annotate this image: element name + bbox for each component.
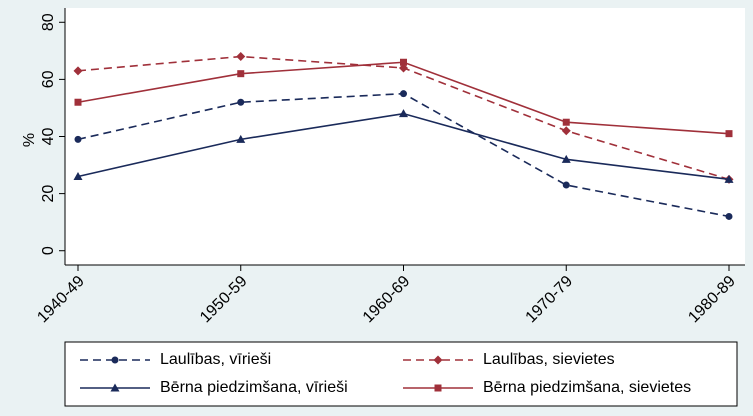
point (561, 154, 571, 163)
point (724, 174, 734, 183)
legend-label: Bērna piedzimšana, vīrieši (160, 379, 348, 396)
legend-label: Laulības, vīrieši (160, 351, 271, 368)
y-tick-label: 80 (40, 13, 57, 31)
plot-area (65, 8, 745, 265)
x-tick-label: 1970-79 (523, 273, 577, 327)
point (237, 98, 245, 106)
x-tick-label: 1980-89 (685, 273, 739, 327)
point (562, 118, 570, 126)
x-tick-label: 1960-69 (360, 273, 414, 327)
x-tick-label: 1940-49 (34, 273, 88, 327)
point (400, 90, 407, 98)
point (725, 130, 733, 138)
y-tick-label: 20 (40, 185, 57, 203)
legend (64, 341, 738, 407)
y-tick-label: 40 (40, 128, 57, 146)
legend-label: Bērna piedzimšana, sievietes (483, 379, 691, 396)
x-tick-label: 1950-59 (197, 273, 251, 327)
point (74, 98, 82, 106)
y-tick-label: 60 (40, 70, 57, 88)
point (399, 109, 408, 118)
legend-marker (434, 384, 442, 392)
legend-label: Laulības, sievietes (483, 351, 615, 368)
point (561, 126, 571, 136)
point (73, 66, 83, 76)
point (725, 212, 733, 220)
legend-marker (433, 355, 443, 365)
point (236, 52, 246, 62)
point (236, 134, 246, 143)
legend-marker (110, 383, 120, 392)
point (73, 171, 83, 180)
y-tick-label: 0 (40, 246, 57, 255)
y-axis-label: % (21, 133, 38, 147)
legend-marker (111, 356, 119, 364)
point (562, 181, 570, 189)
point (237, 70, 245, 78)
point (400, 58, 407, 66)
point (74, 135, 82, 143)
